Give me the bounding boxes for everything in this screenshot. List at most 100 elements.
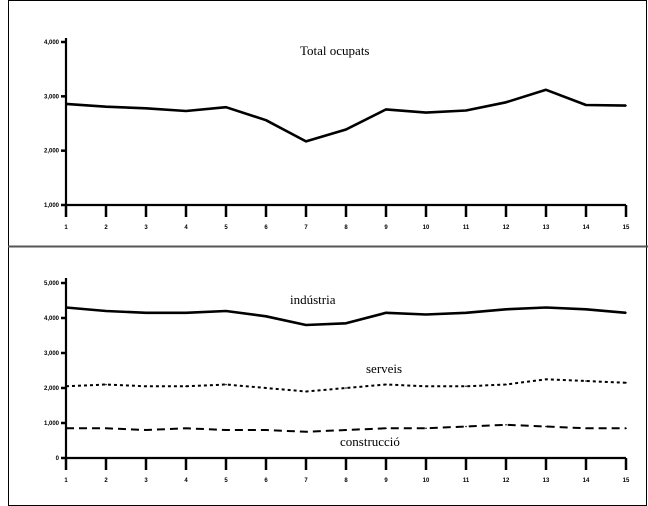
total-data-point <box>625 104 627 107</box>
sectors-data-point <box>265 429 267 431</box>
total-data-point <box>505 101 507 104</box>
sectors-data-point <box>585 380 587 382</box>
sectors-x-tick-label: 2 <box>104 478 108 484</box>
sectors-data-point <box>425 313 427 316</box>
sectors-data-point <box>225 383 227 386</box>
total-x-tick-label: 11 <box>463 225 470 231</box>
sectors-y-tick-label: 3,000 <box>44 351 60 357</box>
sectors-data-point <box>105 427 107 430</box>
total-data-point <box>265 119 267 122</box>
sectors-data-point <box>185 427 187 430</box>
total-data-point <box>385 108 387 111</box>
sectors-data-point <box>345 429 347 431</box>
figure-frame <box>8 0 647 506</box>
sectors-x-tick-label: 10 <box>423 478 430 484</box>
sectors-data-point <box>265 387 267 389</box>
sectors-data-point <box>425 427 427 430</box>
total-x-tick-label: 8 <box>344 225 348 231</box>
total-data-point <box>65 103 67 105</box>
sectors-data-point <box>585 427 587 430</box>
sectors-data-point <box>305 324 307 326</box>
sectors-x-tick-label: 9 <box>384 478 388 484</box>
sectors-data-point <box>625 311 627 314</box>
total-x-tick-label: 7 <box>304 225 308 231</box>
total-data-point <box>345 128 347 131</box>
sectors-data-point <box>145 429 147 431</box>
sectors-data-point <box>265 315 267 318</box>
sectors-y-tick-label: 0 <box>56 456 60 462</box>
sectors-data-point <box>105 310 107 312</box>
sectors-data-point <box>545 425 547 428</box>
sectors-data-point <box>305 390 307 393</box>
sectors-data-point <box>105 383 107 386</box>
total-data-point <box>545 89 547 91</box>
total-data-point <box>465 109 467 112</box>
sectors-data-point <box>185 311 187 314</box>
sectors-data-point <box>465 311 467 314</box>
sectors-data-point <box>345 322 347 325</box>
sectors-data-point <box>625 427 627 430</box>
sectors-x-tick-label: 15 <box>623 478 630 484</box>
series-label-industria: indústria <box>290 292 336 307</box>
sectors-data-point <box>505 423 507 426</box>
sectors-data-point <box>385 311 387 314</box>
total-x-tick-label: 4 <box>184 225 188 231</box>
total-x-tick-label: 15 <box>623 225 630 231</box>
sectors-data-point <box>65 306 67 309</box>
sectors-data-point <box>385 427 387 430</box>
total-data-point <box>305 140 307 143</box>
sectors-data-point <box>585 308 587 311</box>
sectors-series-line-indústria <box>65 306 627 327</box>
sectors-x-tick-label: 6 <box>264 478 268 484</box>
sectors-y-tick-label: 1,000 <box>44 421 60 427</box>
sectors-y-tick-label: 2,000 <box>44 386 60 392</box>
sectors-data-point <box>65 385 67 388</box>
total-y-tick-label: 4,000 <box>44 40 60 46</box>
total-series-line-total <box>65 88 627 143</box>
total-data-point <box>185 110 187 112</box>
total-x-tick-label: 5 <box>224 225 228 231</box>
total-data-point <box>225 106 227 108</box>
total-x-tick-label: 3 <box>144 225 148 231</box>
total-data-point <box>105 105 107 108</box>
sectors-x-tick-label: 12 <box>503 478 510 484</box>
sectors-data-point <box>545 306 547 309</box>
total-x-tick-label: 14 <box>583 225 590 231</box>
sectors-data-point <box>305 430 307 433</box>
total-x-tick-label: 10 <box>423 225 430 231</box>
sectors-data-point <box>465 385 467 388</box>
sectors-x-tick-label: 1 <box>64 478 68 484</box>
series-label-construccio: construcció <box>340 434 400 449</box>
sectors-data-point <box>385 383 387 386</box>
total-data-point <box>425 111 427 114</box>
series-label-serveis: serveis <box>366 361 402 376</box>
sectors-x-tick-label: 14 <box>583 478 590 484</box>
sectors-x-tick-label: 13 <box>543 478 550 484</box>
total-y-tick-label: 1,000 <box>44 203 60 209</box>
sectors-x-tick-label: 11 <box>463 478 470 484</box>
sectors-data-point <box>505 308 507 311</box>
total-x-tick-label: 9 <box>384 225 388 231</box>
sectors-y-tick-label: 5,000 <box>44 281 60 287</box>
sectors-data-point <box>625 381 627 384</box>
total-x-tick-label: 12 <box>503 225 510 231</box>
sectors-series-line-serveis <box>65 378 627 393</box>
sectors-x-tick-label: 4 <box>184 478 188 484</box>
sectors-data-point <box>505 383 507 386</box>
total-data-point <box>145 107 147 110</box>
total-y-tick-label: 3,000 <box>44 94 60 100</box>
sectors-data-point <box>225 310 227 312</box>
sectors-x-tick-label: 5 <box>224 478 228 484</box>
total-x-tick-label: 13 <box>543 225 550 231</box>
sectors-data-point <box>65 427 67 430</box>
sectors-data-point <box>545 378 547 381</box>
sectors-x-tick-label: 7 <box>304 478 308 484</box>
sectors-chart-panel: indústria serveis construcció 0 1,000 2,00… <box>44 278 630 484</box>
sectors-data-point <box>145 311 147 314</box>
total-x-tick-label: 6 <box>264 225 268 231</box>
sectors-x-tick-label: 8 <box>344 478 348 484</box>
sectors-x-tick-label: 3 <box>144 478 148 484</box>
total-data-point <box>585 104 587 106</box>
